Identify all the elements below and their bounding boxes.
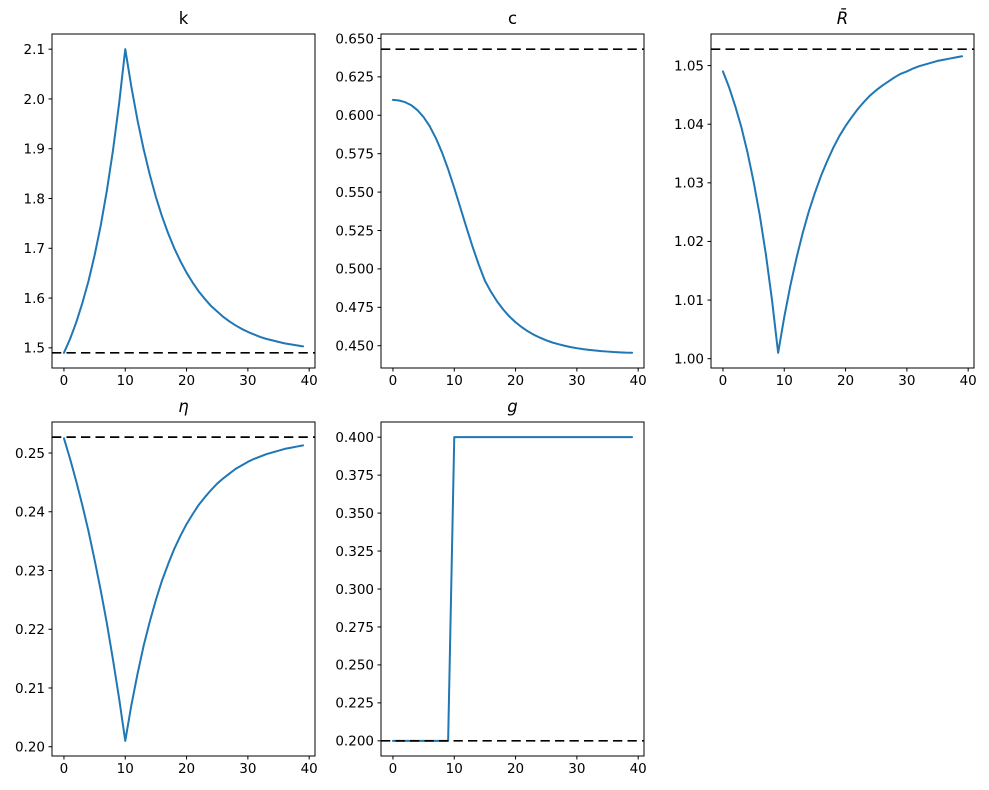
x-tick-label-rbar: 30 (898, 373, 915, 389)
x-tick-label-eta: 0 (60, 761, 69, 777)
y-tick-label-eta: 0.25 (15, 446, 45, 462)
y-tick-label-c: 0.475 (335, 300, 374, 316)
x-tick-label-eta: 10 (117, 761, 134, 777)
y-tick-label-g: 0.225 (335, 696, 374, 712)
subplot-c: 0 10 20 30 40 0.450 0.475 0.500 0.525 0.550 0.575 0… (335, 31, 646, 389)
axes-frame-k (51, 33, 316, 369)
subplot-title-c: c (507, 9, 518, 28)
x-tick-label-eta: 20 (178, 761, 195, 777)
y-tick-label-g: 0.325 (335, 544, 374, 560)
y-tick-label-k: 1.9 (24, 142, 45, 158)
y-tick-label-k: 1.6 (24, 291, 45, 307)
x-tick-label-k: 10 (117, 373, 134, 389)
x-tick-label-eta: 40 (301, 761, 318, 777)
y-tick-label-rbar: 1.00 (674, 351, 704, 367)
y-tick-label-eta: 0.23 (15, 563, 45, 579)
y-tick-label-eta: 0.22 (15, 622, 45, 638)
y-tick-label-g: 0.300 (335, 582, 374, 598)
y-tick-label-rbar: 1.01 (674, 293, 704, 309)
y-tick-label-c: 0.600 (335, 108, 374, 124)
subplot-g: 0 10 20 30 40 0.200 0.225 0.250 0.275 0.300 0.325 0… (335, 421, 647, 777)
x-tick-label-k: 20 (178, 373, 195, 389)
y-tick-label-g: 0.400 (335, 430, 374, 446)
y-tick-label-k: 1.7 (24, 241, 45, 257)
x-tick-label-rbar: 40 (960, 373, 977, 389)
y-tick-label-c: 0.550 (335, 185, 374, 201)
y-tick-label-c: 0.450 (335, 339, 374, 355)
x-tick-label-k: 40 (301, 373, 318, 389)
y-tick-label-rbar: 1.04 (674, 117, 704, 133)
subplot-title-rbar: R̄ (836, 9, 849, 28)
x-tick-label-g: 10 (446, 761, 463, 777)
subplot-k: 0 10 20 30 40 1.5 1.6 1.7 1.8 1.9 2.0 2.1 (24, 33, 318, 389)
y-tick-label-c: 0.650 (335, 31, 374, 47)
x-tick-label-g: 40 (630, 761, 647, 777)
y-tick-label-c: 0.575 (335, 146, 374, 162)
y-tick-label-g: 0.275 (335, 620, 374, 636)
subplot-rbar: 0 10 20 30 40 1.00 1.01 1.02 1.03 1.04 1.05 (674, 33, 977, 389)
series-line-eta (62, 437, 305, 742)
axes-frame-eta (51, 421, 316, 757)
subplot-title-g: g (507, 397, 518, 416)
y-tick-label-k: 1.5 (24, 341, 45, 357)
y-tick-label-rbar: 1.05 (674, 58, 704, 74)
x-tick-label-eta: 30 (239, 761, 256, 777)
y-tick-label-eta: 0.20 (15, 740, 45, 756)
y-tick-label-g: 0.350 (335, 506, 374, 522)
x-tick-label-rbar: 10 (776, 373, 793, 389)
subplot-eta: 0 10 20 30 40 0.20 0.21 0.22 0.23 0.24 0.25 (15, 421, 318, 777)
x-tick-label-g: 30 (568, 761, 585, 777)
y-tick-label-k: 1.8 (24, 191, 45, 207)
x-tick-label-c: 10 (446, 373, 463, 389)
x-tick-label-c: 30 (568, 373, 585, 389)
series-line-g (391, 436, 634, 742)
x-tick-label-c: 0 (389, 373, 398, 389)
x-tick-label-k: 0 (60, 373, 69, 389)
axes-frame-g (380, 421, 645, 757)
series-line-k (62, 48, 305, 354)
x-tick-label-c: 40 (630, 373, 647, 389)
y-tick-label-g: 0.250 (335, 658, 374, 674)
y-tick-label-k: 2.1 (24, 42, 45, 58)
y-tick-label-c: 0.500 (335, 262, 374, 278)
x-tick-label-c: 20 (507, 373, 524, 389)
x-tick-label-rbar: 20 (837, 373, 854, 389)
x-tick-label-g: 0 (389, 761, 398, 777)
y-tick-label-c: 0.525 (335, 223, 374, 239)
series-line-c (391, 98, 634, 354)
y-tick-label-k: 2.0 (24, 92, 45, 108)
y-tick-label-g: 0.200 (335, 734, 374, 750)
subplot-title-k: k (178, 9, 189, 28)
series-line-rbar (721, 55, 964, 354)
x-tick-label-k: 30 (239, 373, 256, 389)
y-tick-label-eta: 0.24 (15, 505, 45, 521)
y-tick-label-rbar: 1.03 (674, 176, 704, 192)
y-tick-label-eta: 0.21 (15, 681, 45, 697)
axes-frame-rbar (710, 33, 975, 369)
y-tick-label-c: 0.625 (335, 70, 374, 86)
axes-frame-c (380, 33, 645, 369)
y-tick-label-g: 0.375 (335, 468, 374, 484)
subplot-title-eta: η (178, 397, 189, 416)
x-tick-label-rbar: 0 (719, 373, 728, 389)
x-tick-label-g: 20 (507, 761, 524, 777)
y-tick-label-rbar: 1.02 (674, 234, 704, 250)
